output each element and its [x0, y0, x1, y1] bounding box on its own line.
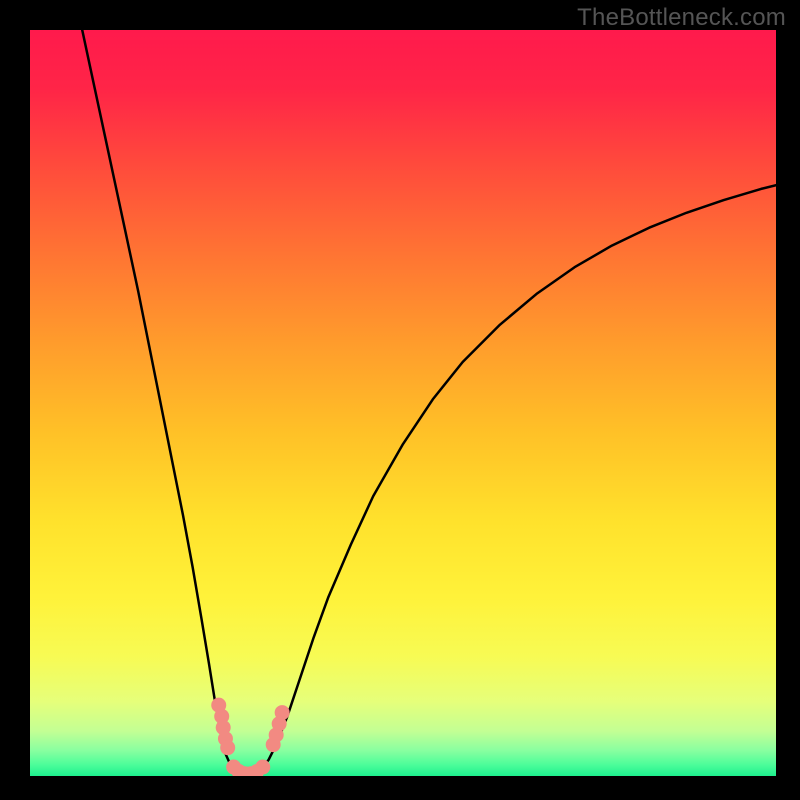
marker-point	[256, 760, 270, 774]
marker-point	[221, 741, 235, 755]
bottleneck-chart	[30, 30, 776, 776]
marker-point	[275, 706, 289, 720]
chart-background	[30, 30, 776, 776]
watermark-text: TheBottleneck.com	[577, 4, 786, 32]
